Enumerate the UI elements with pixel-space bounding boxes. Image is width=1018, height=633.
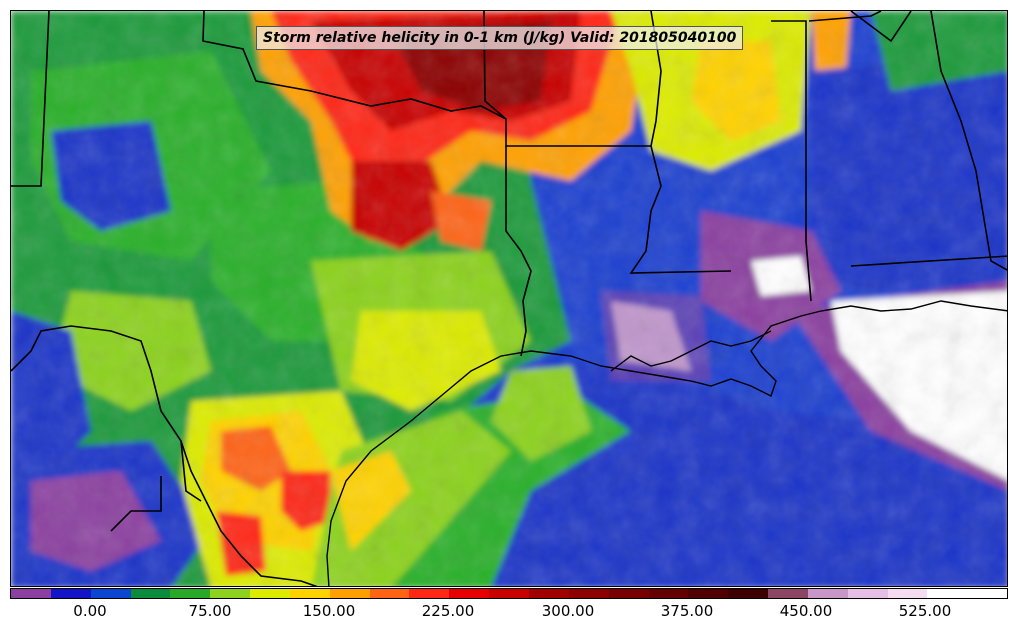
colorbar-segment-21 [847, 589, 888, 598]
colorbar-segment-4 [170, 589, 211, 598]
colorbar-segment-14 [568, 589, 609, 598]
colorbar-tick-label: 375.00 [660, 602, 714, 620]
colorbar-segment-13 [528, 589, 569, 598]
map-panel: Storm relative helicity in 0-1 km (J/kg)… [10, 10, 1008, 587]
colorbar-segment-7 [289, 589, 330, 598]
colorbar-segment-11 [449, 589, 490, 598]
helicity-map [11, 11, 1007, 586]
colorbar-segment-9 [369, 589, 410, 598]
colorbar-segment-8 [329, 589, 370, 598]
colorbar-tick-label: 450.00 [779, 602, 833, 620]
colorbar-tick-label: 150.00 [302, 602, 356, 620]
colorbar-segment-20 [807, 589, 848, 598]
colorbar-segment-3 [130, 589, 171, 598]
colorbar-segment-15 [608, 589, 649, 598]
colorbar-segment-18 [728, 589, 769, 598]
map-title: Storm relative helicity in 0-1 km (J/kg)… [256, 26, 744, 50]
coastline [326, 300, 1007, 586]
colorbar-segment-1 [50, 589, 91, 598]
colorbar-segment-6 [250, 589, 290, 598]
colorbar-segment-17 [688, 589, 729, 598]
colorbar-tick-label: 225.00 [421, 602, 475, 620]
colorbar-tick-label: 525.00 [898, 602, 952, 620]
colorbar-segment-10 [409, 589, 450, 598]
political-boundaries [11, 11, 1007, 586]
colorbar-segment-24 [967, 589, 1008, 598]
colorbar-segment-23 [927, 589, 968, 598]
colorbar-segment-22 [887, 589, 928, 598]
colorbar-tick-label: 300.00 [541, 602, 595, 620]
colorbar-segment-12 [489, 589, 529, 598]
colorbar-segment-5 [210, 589, 251, 598]
colorbar-tick-label: 0.00 [73, 602, 107, 620]
colorbar-tick-labels: 0.00 75.00 150.00 225.00 300.00 375.00 450.00 5… [10, 602, 1008, 622]
colorbar-segment-2 [90, 589, 131, 598]
colorbar-segment-16 [648, 589, 689, 598]
colorbar-segment-19 [768, 589, 808, 598]
colorbar-tick-label: 75.00 [188, 602, 232, 620]
colorbar-segment-0 [11, 589, 51, 598]
colorbar [10, 588, 1008, 599]
